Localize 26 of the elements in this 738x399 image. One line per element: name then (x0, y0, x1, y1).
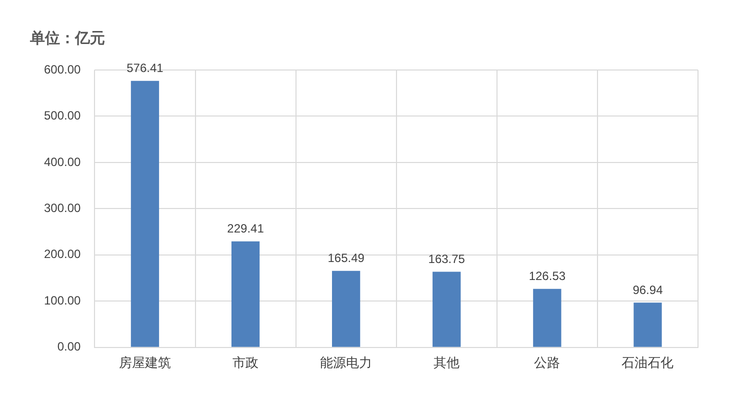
bar (432, 272, 461, 347)
bar (332, 270, 360, 347)
data-label: 96.94 (632, 282, 664, 297)
x-tick-label: 其他 (434, 354, 460, 370)
x-tick-label: 市政 (232, 354, 259, 370)
data-label: 126.53 (528, 269, 566, 284)
x-tick-label: 房屋建筑 (118, 354, 171, 370)
data-label: 163.75 (428, 252, 466, 266)
data-label: 576.41 (126, 61, 164, 76)
x-tick-label: 能源电力 (320, 354, 372, 370)
bar (231, 241, 260, 347)
x-tick-label: 公路 (534, 354, 560, 370)
y-tick-label: 600.00 (44, 62, 82, 76)
data-label: 229.41 (227, 222, 264, 236)
y-tick-label: 300.00 (44, 201, 82, 216)
y-tick-label: 200.00 (44, 247, 82, 262)
y-tick-label: 0.00 (57, 340, 82, 354)
x-tick-label: 石油石化 (622, 354, 674, 370)
data-label: 165.49 (328, 251, 365, 266)
y-tick-label: 100.00 (44, 293, 82, 308)
chart-title: 单位：亿元 (29, 30, 105, 48)
y-tick-label: 400.00 (44, 154, 82, 169)
bar (533, 288, 562, 347)
bar (634, 302, 662, 347)
bar (130, 80, 160, 347)
y-tick-label: 500.00 (44, 108, 82, 123)
